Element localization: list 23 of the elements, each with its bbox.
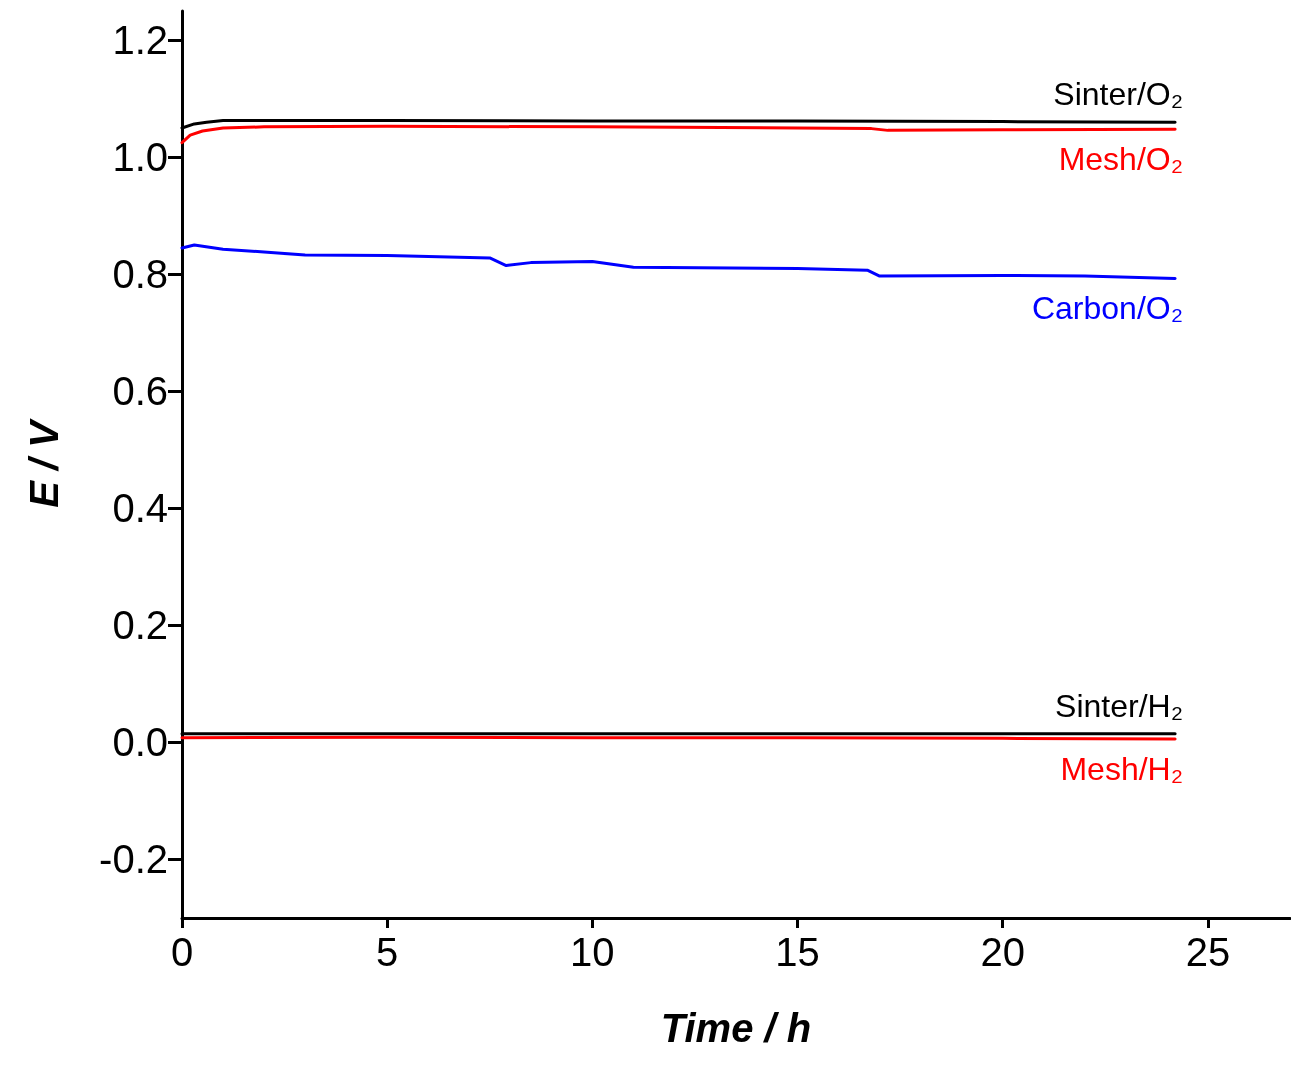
y-tick-label: 0.2 bbox=[112, 603, 168, 648]
y-axis-title: E / V bbox=[22, 417, 66, 508]
series-label: Sinter/H₂ bbox=[1055, 687, 1184, 724]
series-label: Mesh/H₂ bbox=[1060, 750, 1184, 787]
series-label: Carbon/O₂ bbox=[1031, 290, 1184, 327]
line-series bbox=[180, 124, 1177, 145]
x-tick-label: 0 bbox=[170, 930, 194, 974]
x-tick-label: 10 bbox=[570, 930, 615, 974]
series-label: Mesh/O₂ bbox=[1058, 141, 1184, 178]
line-series bbox=[180, 243, 1177, 280]
y-tick-label: -0.2 bbox=[99, 837, 168, 882]
y-tick-label: 0.4 bbox=[112, 486, 168, 531]
y-tick-label: 1.0 bbox=[112, 135, 168, 180]
y-tick-label: 0.0 bbox=[112, 720, 168, 765]
y-tick-label: 0.6 bbox=[112, 369, 168, 414]
x-tick-label: 25 bbox=[1185, 930, 1231, 974]
y-tick-label: 1.2 bbox=[112, 18, 168, 63]
series-label: Sinter/O₂ bbox=[1053, 76, 1184, 113]
y-tick-label: 0.8 bbox=[112, 252, 168, 297]
x-tick-label: 15 bbox=[775, 930, 820, 974]
x-tick-label: 5 bbox=[376, 930, 399, 974]
x-tick-label: 20 bbox=[980, 930, 1025, 974]
x-axis-title: Time / h bbox=[660, 1006, 812, 1050]
